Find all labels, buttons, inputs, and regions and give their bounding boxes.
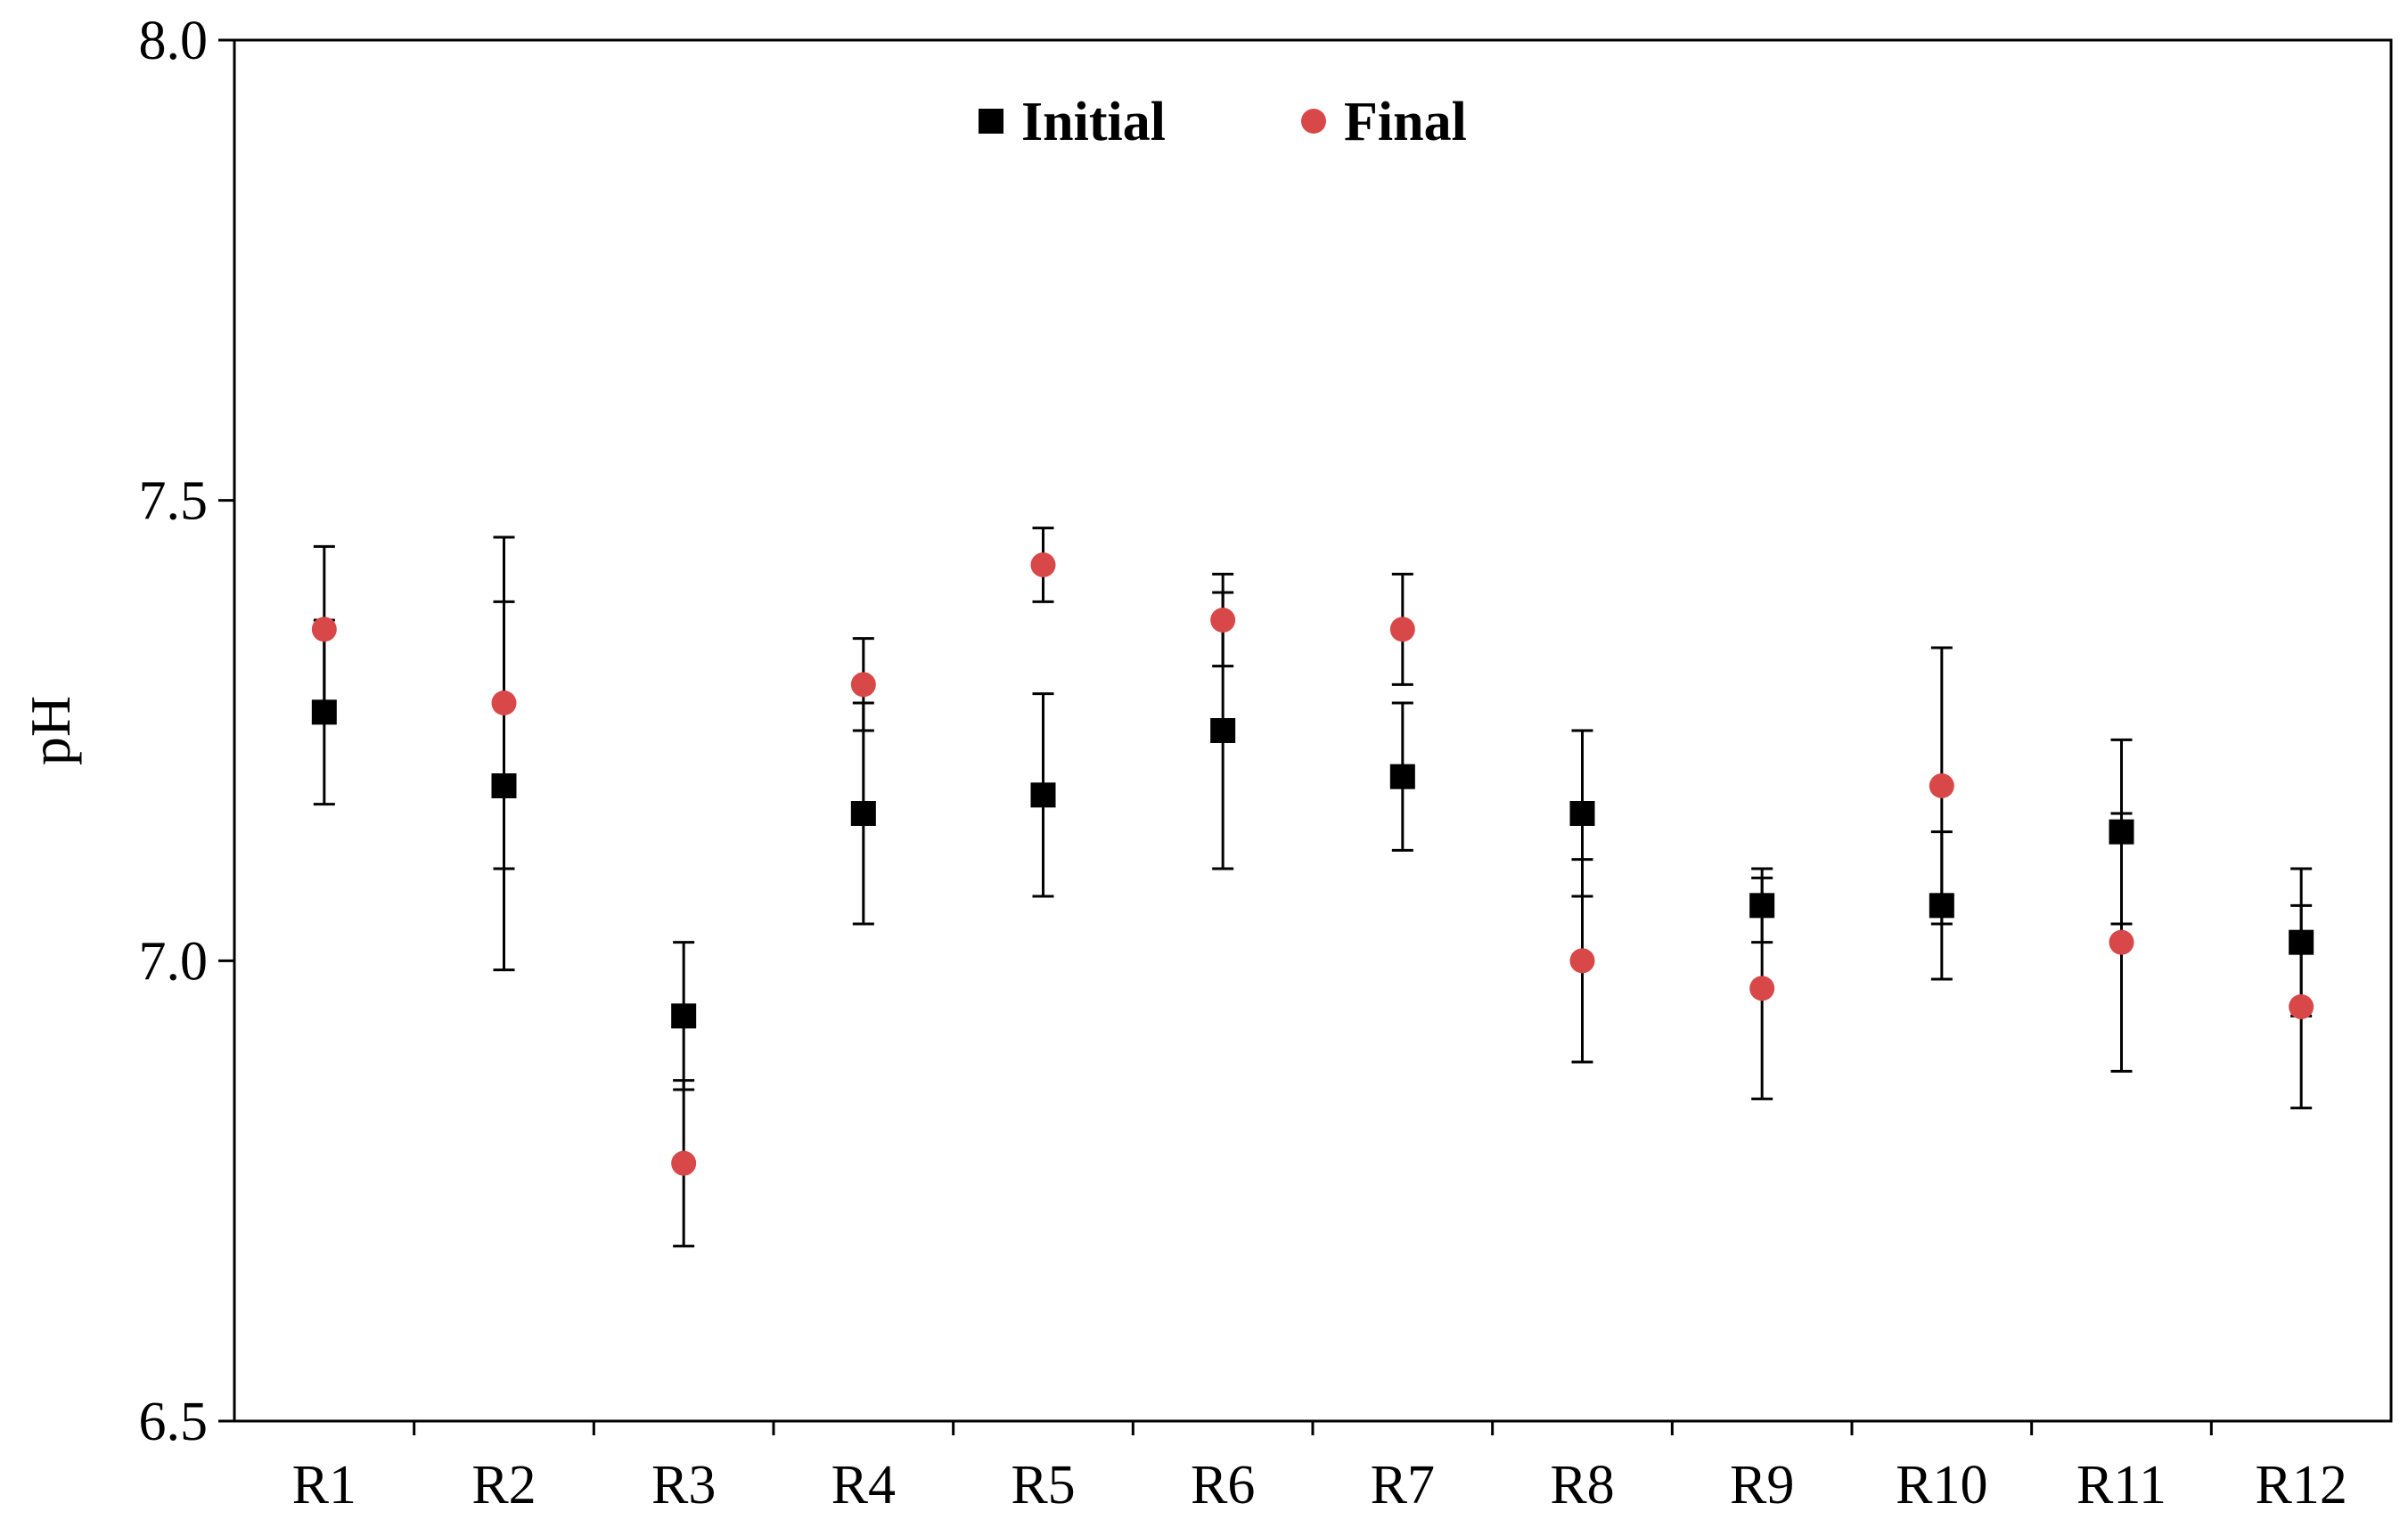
- x-tick-label: R1: [292, 1455, 356, 1516]
- point-initial: [1030, 782, 1056, 808]
- legend-label-final: Final: [1344, 92, 1467, 152]
- y-tick-label: 6.5: [139, 1392, 209, 1452]
- plot-area: [233, 38, 2393, 1423]
- x-tick-label: R10: [1896, 1455, 1987, 1516]
- legend-marker-initial: [979, 109, 1003, 134]
- point-final: [1569, 948, 1595, 974]
- x-tick-label: R2: [471, 1455, 536, 1516]
- point-final: [1389, 617, 1415, 642]
- point-initial: [1749, 893, 1775, 919]
- point-initial: [1569, 801, 1595, 826]
- x-tick-label: R4: [831, 1455, 896, 1516]
- y-tick-label: 7.0: [139, 931, 209, 992]
- point-initial: [850, 801, 876, 826]
- point-initial: [2289, 929, 2314, 955]
- x-tick-label: R12: [2255, 1455, 2347, 1516]
- point-final: [2289, 994, 2314, 1019]
- y-axis: 6.5 7.0 7.5 8.0: [139, 11, 234, 1452]
- y-tick-label: 8.0: [139, 11, 209, 71]
- point-final: [1030, 552, 1056, 577]
- markers: [311, 552, 2314, 1176]
- x-tick-label: R8: [1550, 1455, 1614, 1516]
- point-final: [491, 690, 517, 715]
- point-final: [1929, 773, 1954, 798]
- x-tick-label: R6: [1191, 1455, 1255, 1516]
- x-tick-label: R7: [1371, 1455, 1435, 1516]
- point-final: [1749, 976, 1775, 1001]
- point-final: [2109, 929, 2134, 955]
- legend-label-initial: Initial: [1021, 92, 1166, 152]
- legend: Initial Final: [979, 92, 1467, 152]
- y-axis-title: pH: [19, 696, 82, 765]
- x-tick-label: R9: [1730, 1455, 1794, 1516]
- point-final: [1210, 608, 1236, 633]
- point-initial: [671, 1003, 697, 1029]
- x-tick-label: R3: [651, 1455, 716, 1516]
- legend-marker-final: [1301, 109, 1326, 134]
- x-tick-label: R11: [2076, 1455, 2166, 1516]
- point-initial: [491, 773, 517, 798]
- x-tick-label: R5: [1011, 1455, 1075, 1516]
- x-axis: R1 R2 R3 R4 R5 R6 R7 R8 R9 R10 R11 R12: [292, 1421, 2347, 1516]
- point-initial: [2109, 819, 2134, 845]
- point-initial: [1389, 764, 1415, 789]
- point-final: [311, 617, 337, 642]
- point-initial: [311, 699, 337, 725]
- point-final: [671, 1150, 697, 1176]
- point-initial: [1929, 893, 1954, 919]
- point-initial: [1210, 718, 1236, 743]
- y-tick-label: 7.5: [139, 471, 209, 532]
- point-final: [850, 672, 876, 698]
